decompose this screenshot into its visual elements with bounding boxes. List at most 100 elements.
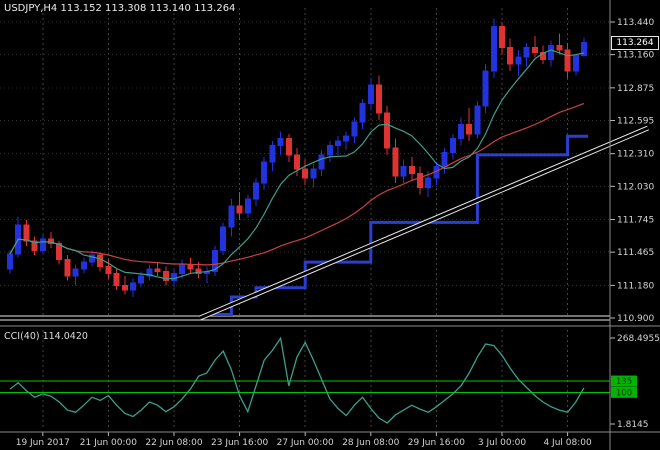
candle-bull <box>326 145 333 156</box>
candle-bull <box>474 105 481 135</box>
candle-bull <box>269 145 276 163</box>
candle-bull <box>171 273 177 282</box>
candle-bear <box>31 240 38 251</box>
candle-bear <box>113 273 120 286</box>
candle-bull <box>7 253 13 270</box>
candle-bull <box>72 268 79 277</box>
candle-bear <box>540 51 546 60</box>
candle-bull <box>572 55 579 72</box>
candle-bull <box>318 154 325 170</box>
candle-bear <box>162 270 169 282</box>
candle-bull <box>425 177 432 188</box>
candle-bull <box>515 56 522 65</box>
candle-bull <box>310 168 317 179</box>
time-axis-label: 22 Jun 08:00 <box>145 438 202 448</box>
time-axis-label: 4 Jul 08:00 <box>543 438 592 448</box>
candle-bear <box>105 266 112 275</box>
moving-average-slow <box>9 102 585 266</box>
price-axis-label: 112.875 <box>617 84 654 94</box>
price-axis-label: 111.180 <box>617 281 654 291</box>
price-axis-label: 113.440 <box>617 18 654 28</box>
cci-axis-label: 1.8145 <box>617 420 649 430</box>
candle-bull <box>400 166 407 177</box>
cci-line <box>9 336 585 424</box>
candle-bull <box>359 103 366 123</box>
cci-axis-label: 268.4955 <box>617 334 660 344</box>
candle-bull <box>228 205 235 228</box>
candle-bull <box>367 84 374 105</box>
candle-bear <box>408 166 415 175</box>
candle-bear <box>392 147 399 177</box>
candle-bear <box>236 205 243 214</box>
candle-bear <box>187 263 194 270</box>
candle-bull <box>441 152 448 168</box>
candle-bear <box>466 124 473 135</box>
candle-bear <box>294 154 300 170</box>
candle-bull <box>39 238 46 251</box>
price-axis-label: 110.900 <box>617 314 654 324</box>
candle-bull <box>130 282 136 291</box>
time-axis-label: 29 Jun 16:00 <box>408 438 465 448</box>
cci-level-badge <box>611 386 637 398</box>
candle-bull <box>220 226 227 251</box>
candle-bull <box>80 261 87 270</box>
candle-bear <box>499 26 505 49</box>
indicator-label: CCI(40) 114.0420 <box>4 331 88 342</box>
candle-bear <box>384 112 391 149</box>
time-axis-label: 28 Jun 08:00 <box>342 438 399 448</box>
candle-bear <box>564 49 571 72</box>
time-axis-label: 23 Jun 16:00 <box>211 438 268 448</box>
trend-line[interactable] <box>199 126 649 320</box>
candle-bull <box>343 135 350 142</box>
candle-bull <box>458 124 464 140</box>
price-axis-label: 112.310 <box>617 150 654 160</box>
candle-bull <box>244 198 251 214</box>
candle-bull <box>449 138 456 154</box>
candle-bear <box>56 242 63 261</box>
candle-bull <box>89 254 95 263</box>
cci-level-badge-label: 135 <box>616 377 632 387</box>
price-axis-label: 111.465 <box>617 248 654 258</box>
candle-bull <box>490 26 497 72</box>
candle-bull <box>253 182 259 200</box>
candle-bear <box>23 224 30 242</box>
candle-bear <box>302 168 309 179</box>
candle-bull <box>179 263 186 275</box>
candle-bear <box>531 47 538 53</box>
current-price-badge: 113.264 <box>611 36 659 50</box>
candle-bear <box>285 138 292 156</box>
price-axis-label: 113.160 <box>617 51 654 61</box>
candle-bull <box>212 249 218 272</box>
candle-bull <box>548 44 555 60</box>
candle-bear <box>97 254 104 268</box>
time-axis-label: 3 Jul 00:00 <box>478 438 527 448</box>
time-axis-label: 19 Jun 2017 <box>16 438 70 448</box>
candle-bear <box>121 284 128 291</box>
candle-bear <box>64 259 71 277</box>
candle-bull <box>581 42 587 57</box>
symbol-ohlc-header: USDJPY,H4 113.152 113.308 113.140 113.26… <box>4 3 236 14</box>
candle-bear <box>48 238 54 244</box>
candle-bear <box>556 44 563 51</box>
candle-bull <box>138 275 145 284</box>
time-axis-label: 27 Jun 00:00 <box>277 438 334 448</box>
price-axis-label: 112.030 <box>617 182 654 192</box>
price-axis-label: 111.745 <box>617 216 654 226</box>
candle-bull <box>351 121 358 137</box>
candle-bear <box>376 84 382 114</box>
candle-bull <box>482 70 489 107</box>
horizontal-line <box>0 316 610 320</box>
candle-bull <box>335 140 341 147</box>
cci-level-badge-label: 100 <box>616 388 632 398</box>
candle-bear <box>154 268 161 272</box>
candle-bear <box>195 268 202 275</box>
time-axis-label: 21 Jun 00:00 <box>80 438 137 448</box>
candle-bear <box>417 173 423 188</box>
price-axis-label: 112.595 <box>617 116 654 126</box>
moving-average-fast <box>9 49 585 280</box>
candle-bear <box>507 47 514 65</box>
candle-bull <box>523 47 530 58</box>
candle-bull <box>277 138 284 147</box>
